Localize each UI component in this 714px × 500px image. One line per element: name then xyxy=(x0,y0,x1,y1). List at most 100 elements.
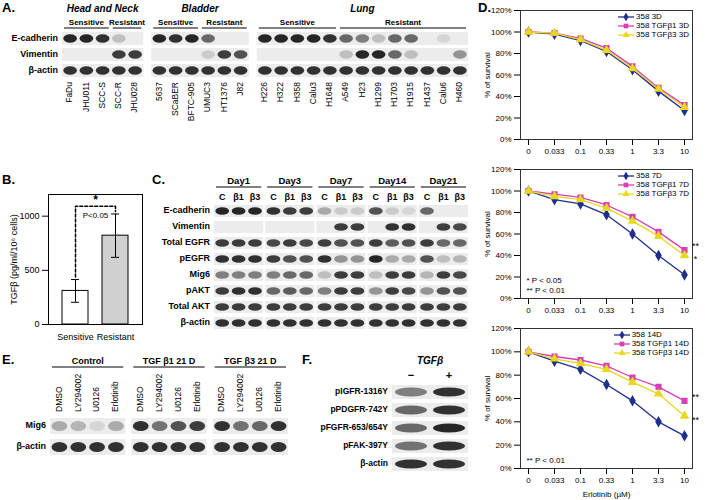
svg-text:β-actin: β-actin xyxy=(181,317,211,327)
svg-text:1: 1 xyxy=(630,476,635,485)
svg-text:Lung: Lung xyxy=(350,3,374,14)
svg-text:JHU011: JHU011 xyxy=(81,82,91,112)
svg-text:Resistant: Resistant xyxy=(206,18,242,27)
svg-text:40%: 40% xyxy=(495,417,511,426)
svg-text:* P < 0.05: * P < 0.05 xyxy=(527,276,563,285)
svg-text:H1915: H1915 xyxy=(405,82,415,107)
svg-text:1000: 1000 xyxy=(19,211,39,221)
svg-text:β1: β1 xyxy=(438,192,449,202)
svg-text:Resistant: Resistant xyxy=(109,18,145,27)
svg-text:Erlotinib (µM): Erlotinib (µM) xyxy=(583,490,631,499)
svg-text:β1: β1 xyxy=(387,192,398,202)
svg-text:DMSO: DMSO xyxy=(135,386,145,412)
svg-text:% of survival: % of survival xyxy=(483,52,492,98)
svg-text:Head and Neck: Head and Neck xyxy=(67,3,139,14)
svg-text:DMSO: DMSO xyxy=(54,386,64,412)
svg-text:H460: H460 xyxy=(454,82,464,103)
svg-text:H226: H226 xyxy=(259,82,269,103)
svg-text:60%: 60% xyxy=(495,230,511,239)
svg-text:SCaBER: SCaBER xyxy=(170,82,180,116)
svg-text:40%: 40% xyxy=(495,251,511,260)
svg-text:pIGFR-1316Y: pIGFR-1316Y xyxy=(335,386,388,396)
svg-text:10: 10 xyxy=(680,306,689,315)
svg-text:TGF β3 21 D: TGF β3 21 D xyxy=(224,356,277,366)
svg-text:5637: 5637 xyxy=(154,82,164,101)
svg-text:JHU028: JHU028 xyxy=(129,82,139,113)
svg-text:0.1: 0.1 xyxy=(575,306,587,315)
svg-text:pPDGFR-742Y: pPDGFR-742Y xyxy=(330,404,388,414)
svg-text:40%: 40% xyxy=(495,92,511,101)
svg-text:**: ** xyxy=(692,415,700,425)
svg-text:β3: β3 xyxy=(301,192,312,202)
svg-text:**: ** xyxy=(692,241,700,251)
svg-text:BFTC-905: BFTC-905 xyxy=(186,82,196,121)
svg-text:100%: 100% xyxy=(491,187,511,196)
svg-text:Erlotinib: Erlotinib xyxy=(273,381,283,412)
svg-text:120%: 120% xyxy=(491,324,511,333)
svg-text:3.3: 3.3 xyxy=(653,476,665,485)
svg-text:**: ** xyxy=(692,392,700,402)
svg-text:β-actin: β-actin xyxy=(29,65,59,75)
svg-text:TGF β1 21 D: TGF β1 21 D xyxy=(143,356,196,366)
svg-text:Vimentin: Vimentin xyxy=(20,49,58,59)
svg-text:80%: 80% xyxy=(495,208,511,217)
svg-text:pAKT: pAKT xyxy=(186,285,210,295)
svg-text:100%: 100% xyxy=(491,28,511,37)
svg-text:0.1: 0.1 xyxy=(575,147,587,156)
svg-text:C: C xyxy=(373,192,380,202)
svg-text:0.33: 0.33 xyxy=(599,147,615,156)
svg-text:β-actin: β-actin xyxy=(17,441,47,451)
svg-text:Calu3: Calu3 xyxy=(308,82,318,104)
svg-text:C: C xyxy=(270,192,277,202)
svg-text:LY294002: LY294002 xyxy=(154,374,164,412)
svg-text:P<0.05: P<0.05 xyxy=(83,211,109,220)
svg-text:C: C xyxy=(219,192,226,202)
svg-text:β-actin: β-actin xyxy=(360,458,388,468)
svg-text:pEGFR: pEGFR xyxy=(180,253,211,263)
svg-text:Total EGFR: Total EGFR xyxy=(162,237,211,247)
svg-text:Calu6: Calu6 xyxy=(438,82,448,104)
svg-text:Day21: Day21 xyxy=(429,175,458,186)
svg-text:% of survival: % of survival xyxy=(483,376,492,422)
svg-text:80%: 80% xyxy=(495,371,511,380)
svg-text:β3: β3 xyxy=(455,192,466,202)
svg-text:120%: 120% xyxy=(491,165,511,174)
svg-text:Erlotinib: Erlotinib xyxy=(192,381,202,412)
svg-text:% of survival: % of survival xyxy=(483,211,492,257)
svg-text:U0126: U0126 xyxy=(173,387,183,412)
svg-text:SCC-R: SCC-R xyxy=(113,82,123,109)
svg-text:500: 500 xyxy=(24,265,39,275)
svg-text:Total AKT: Total AKT xyxy=(169,301,211,311)
svg-text:20%: 20% xyxy=(495,273,511,282)
svg-text:Sensitive: Sensitive xyxy=(69,18,105,27)
svg-text:H1437: H1437 xyxy=(422,82,432,107)
svg-text:Sensitive: Sensitive xyxy=(158,18,194,27)
svg-text:H1299: H1299 xyxy=(373,82,383,107)
svg-text:Day7: Day7 xyxy=(330,175,353,186)
svg-text:1: 1 xyxy=(630,147,635,156)
svg-text:U0126: U0126 xyxy=(254,387,264,412)
svg-text:pFGFR-653/654Y: pFGFR-653/654Y xyxy=(320,422,388,432)
svg-text:0: 0 xyxy=(526,306,531,315)
svg-text:+: + xyxy=(446,369,452,381)
svg-text:20%: 20% xyxy=(495,441,511,450)
svg-text:*: * xyxy=(93,193,98,207)
svg-text:Resistant: Resistant xyxy=(385,18,421,27)
svg-text:0.33: 0.33 xyxy=(599,306,615,315)
svg-text:H23: H23 xyxy=(357,82,367,98)
svg-text:FaDu: FaDu xyxy=(64,82,74,103)
svg-text:20%: 20% xyxy=(495,114,511,123)
svg-text:80%: 80% xyxy=(495,49,511,58)
svg-text:A549: A549 xyxy=(340,82,350,102)
svg-text:β3: β3 xyxy=(352,192,363,202)
svg-text:H1648: H1648 xyxy=(324,82,334,107)
svg-text:HT1376: HT1376 xyxy=(219,82,229,113)
svg-text:0%: 0% xyxy=(500,294,512,303)
svg-text:LY294002: LY294002 xyxy=(235,374,245,412)
svg-text:0: 0 xyxy=(526,147,531,156)
svg-text:0: 0 xyxy=(34,319,39,329)
svg-text:** P < 0.01: ** P < 0.01 xyxy=(527,286,566,295)
svg-text:Day14: Day14 xyxy=(378,175,407,186)
svg-text:100%: 100% xyxy=(491,347,511,356)
svg-text:β1: β1 xyxy=(336,192,347,202)
